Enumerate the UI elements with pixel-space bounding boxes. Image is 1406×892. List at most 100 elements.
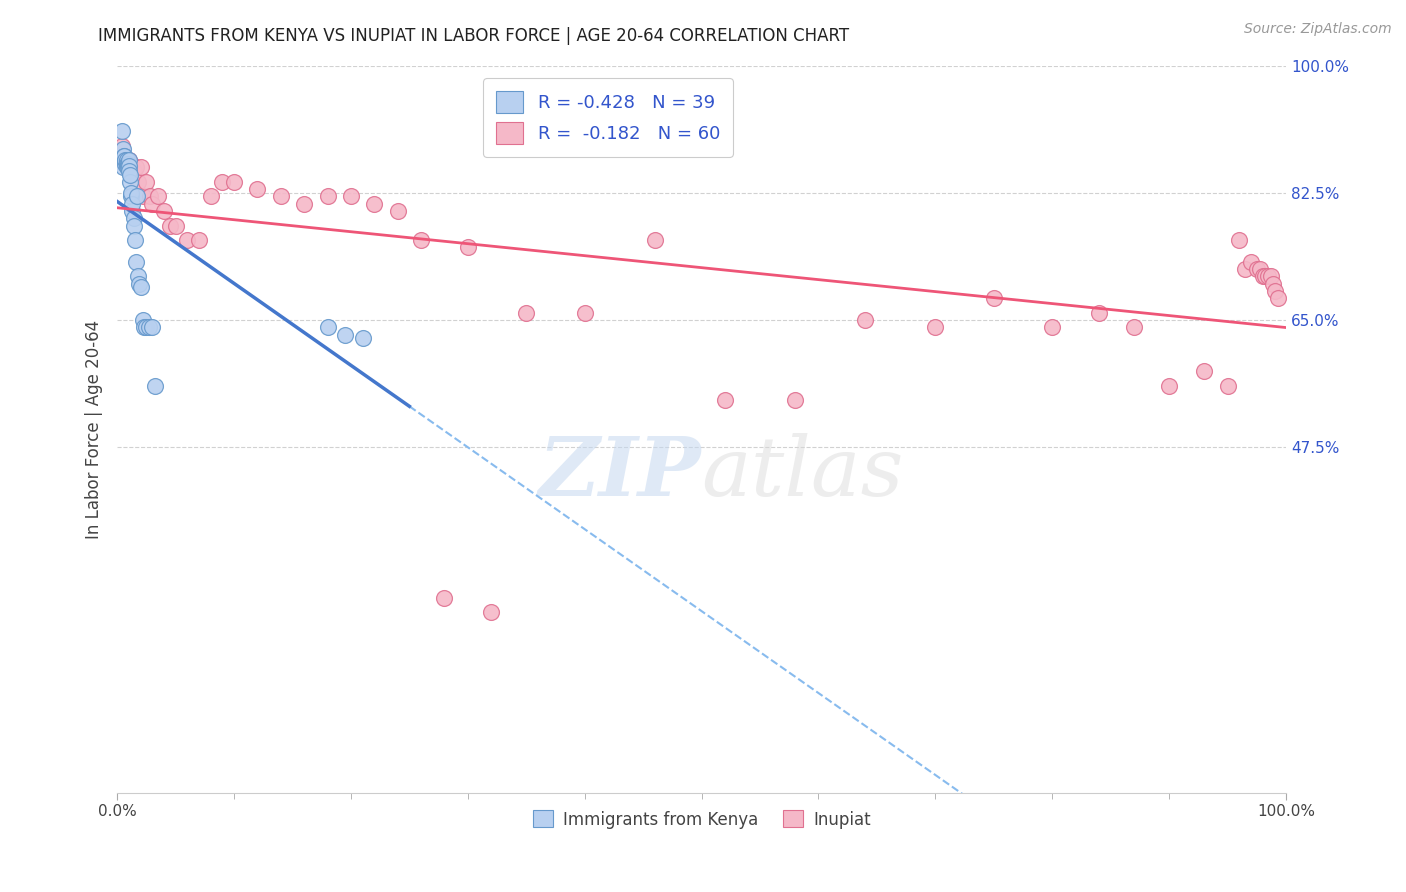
- Text: Source: ZipAtlas.com: Source: ZipAtlas.com: [1244, 22, 1392, 37]
- Point: [340, 189, 363, 203]
- Point: [120, 157, 142, 171]
- Point: [112, 153, 135, 168]
- Point: [200, 189, 222, 203]
- Point: [222, 175, 245, 189]
- Point: [153, 204, 176, 219]
- Point: [135, 175, 157, 189]
- Point: [188, 233, 211, 247]
- Point: [143, 378, 166, 392]
- Point: [122, 219, 145, 233]
- Point: [1240, 255, 1263, 269]
- Point: [118, 159, 141, 173]
- Point: [125, 161, 148, 175]
- Point: [1234, 262, 1257, 277]
- Point: [141, 320, 163, 334]
- Point: [115, 161, 138, 175]
- Point: [1040, 320, 1063, 334]
- Point: [125, 189, 148, 203]
- Point: [352, 331, 374, 345]
- Point: [132, 320, 155, 334]
- Point: [433, 591, 456, 605]
- Point: [132, 189, 155, 203]
- Point: [1257, 269, 1279, 284]
- Point: [316, 320, 339, 334]
- Text: atlas: atlas: [702, 433, 904, 513]
- Point: [118, 153, 141, 168]
- Point: [1157, 378, 1180, 392]
- Point: [118, 175, 141, 189]
- Point: [121, 196, 143, 211]
- Point: [132, 313, 155, 327]
- Point: [1264, 284, 1286, 298]
- Point: [118, 168, 141, 182]
- Point: [363, 196, 385, 211]
- Point: [114, 157, 136, 171]
- Point: [479, 605, 502, 619]
- Point: [127, 175, 149, 189]
- Point: [124, 233, 146, 247]
- Point: [1216, 378, 1239, 392]
- Point: [114, 153, 136, 168]
- Point: [176, 233, 198, 247]
- Point: [574, 306, 596, 320]
- Point: [110, 153, 132, 168]
- Point: [515, 306, 537, 320]
- Point: [118, 164, 141, 178]
- Point: [115, 157, 138, 171]
- Point: [853, 313, 876, 327]
- Point: [139, 189, 162, 203]
- Point: [128, 277, 150, 291]
- Point: [111, 138, 134, 153]
- Point: [112, 149, 135, 163]
- Point: [111, 124, 134, 138]
- Text: IMMIGRANTS FROM KENYA VS INUPIAT IN LABOR FORCE | AGE 20-64 CORRELATION CHART: IMMIGRANTS FROM KENYA VS INUPIAT IN LABO…: [98, 27, 849, 45]
- Point: [1249, 262, 1271, 277]
- Point: [120, 186, 142, 200]
- Point: [118, 153, 141, 168]
- Point: [129, 280, 152, 294]
- Point: [644, 233, 666, 247]
- Point: [117, 161, 139, 175]
- Point: [127, 269, 149, 284]
- Point: [129, 161, 152, 175]
- Point: [409, 233, 432, 247]
- Point: [1246, 262, 1268, 277]
- Point: [1192, 364, 1215, 378]
- Point: [714, 392, 737, 407]
- Point: [120, 189, 142, 203]
- Point: [122, 211, 145, 226]
- Point: [387, 204, 409, 219]
- Point: [1227, 233, 1250, 247]
- Point: [115, 153, 138, 168]
- Point: [1260, 269, 1282, 284]
- Point: [125, 255, 148, 269]
- Point: [1251, 269, 1274, 284]
- Point: [135, 320, 157, 334]
- Legend: Immigrants from Kenya, Inupiat: Immigrants from Kenya, Inupiat: [526, 804, 877, 835]
- Point: [457, 240, 479, 254]
- Point: [983, 291, 1005, 305]
- Point: [115, 153, 138, 168]
- Point: [1267, 291, 1289, 305]
- Point: [270, 189, 292, 203]
- Point: [141, 196, 163, 211]
- Point: [783, 392, 806, 407]
- Point: [316, 189, 339, 203]
- Point: [246, 182, 269, 196]
- Point: [924, 320, 946, 334]
- Y-axis label: In Labor Force | Age 20-64: In Labor Force | Age 20-64: [86, 319, 103, 539]
- Point: [292, 196, 315, 211]
- Point: [112, 161, 135, 175]
- Point: [333, 327, 356, 342]
- Point: [112, 142, 135, 156]
- Point: [112, 149, 135, 163]
- Point: [138, 320, 160, 334]
- Point: [146, 189, 169, 203]
- Point: [121, 204, 143, 219]
- Text: ZIP: ZIP: [538, 433, 702, 513]
- Point: [1254, 269, 1277, 284]
- Point: [1123, 320, 1146, 334]
- Point: [165, 219, 187, 233]
- Point: [117, 153, 139, 168]
- Point: [1261, 277, 1284, 291]
